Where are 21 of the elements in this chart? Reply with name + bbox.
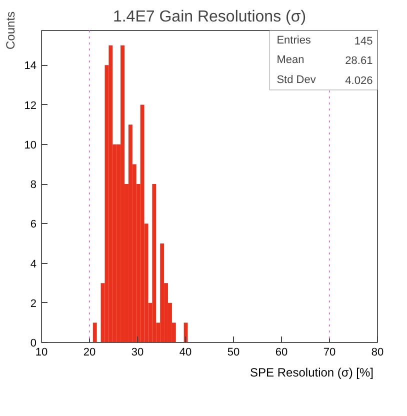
text: Mean 28.61 bbox=[276, 54, 373, 68]
x-tick-label: 20 bbox=[83, 346, 96, 358]
text: Std Dev 4.026 bbox=[276, 74, 373, 88]
y-tick-label: 12 bbox=[24, 100, 37, 112]
x-tick-label: 30 bbox=[131, 346, 144, 358]
y-axis-title: Counts bbox=[3, 11, 18, 50]
x-axis-title: SPE Resolution (σ) [%] bbox=[250, 366, 374, 380]
y-tick-label: 10 bbox=[24, 139, 37, 152]
x-tick-label: 60 bbox=[275, 346, 288, 358]
x-tick-label: 40 bbox=[179, 346, 192, 358]
y-tick-label: 2 bbox=[30, 298, 37, 310]
text: Entries 145 bbox=[276, 34, 373, 48]
y-tick-label: 14 bbox=[24, 60, 37, 72]
x-tick-label: 80 bbox=[371, 346, 384, 358]
y-tick-label: 6 bbox=[30, 218, 37, 231]
y-tick-label: 0 bbox=[30, 338, 37, 350]
y-tick-label: 4 bbox=[30, 258, 37, 270]
x-tick-label: 70 bbox=[323, 346, 336, 358]
x-tick-label: 50 bbox=[227, 346, 240, 358]
chart-title: 1.4E7 Gain Resolutions (σ) bbox=[112, 8, 306, 26]
y-tick-label: 8 bbox=[30, 179, 37, 192]
